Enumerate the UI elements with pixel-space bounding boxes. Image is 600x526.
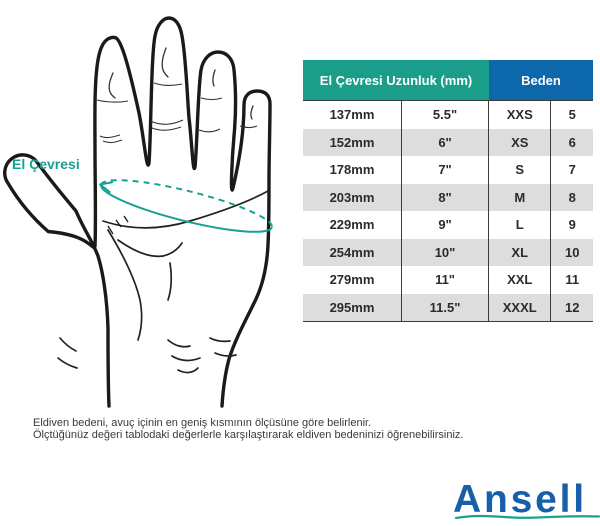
svg-text:El Çevresi: El Çevresi xyxy=(12,156,80,172)
svg-text:Ansell: Ansell xyxy=(453,478,587,521)
